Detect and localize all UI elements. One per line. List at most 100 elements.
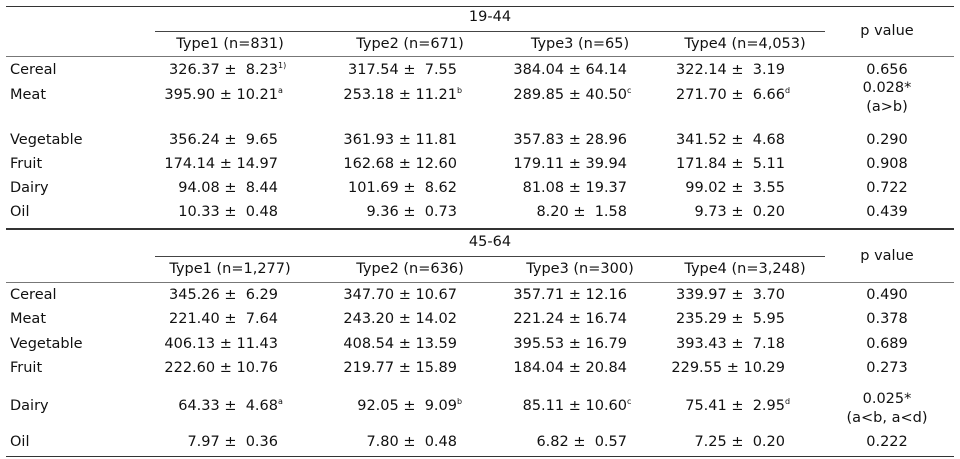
mean-se-value: 243.20 ± 14.02 [307,311,467,328]
value-text: 339.97 ± 3.70 [676,287,785,303]
value-text: 289.85 ± 40.50 [513,87,627,103]
value-text: 361.93 ± 11.81 [343,132,457,148]
value-text: 357.71 ± 12.16 [513,287,627,303]
value-text: 322.14 ± 3.19 [676,62,785,78]
mean-se-value: 408.54 ± 13.59 [307,336,467,353]
row-label: Oil [10,434,30,450]
value-text: 85.11 ± 10.60 [522,398,627,414]
value-text: 395.90 ± 10.21 [164,87,278,103]
value-text: 7.97 ± 0.36 [187,434,278,450]
row-label: Meat [10,311,47,327]
mean-se-value: 75.41 ± 2.95d [685,397,791,415]
mean-se-value: 9.36 ± 0.73 [307,204,467,221]
value-text: 384.04 ± 64.14 [513,62,627,78]
mean-se-value: 7.80 ± 0.48 [307,434,467,451]
mean-se-value: 395.90 ± 10.21a [164,86,283,104]
type-column-header: Type3 (n=65) [530,36,630,52]
value-text: 222.60 ± 10.76 [164,360,278,376]
value-text: 229.55 ± 10.29 [671,360,785,376]
value-text: 171.84 ± 5.11 [676,156,785,172]
p-value: 0.378 [866,311,908,327]
mean-se-value: 85.11 ± 10.60c [522,397,632,415]
value-text: 408.54 ± 13.59 [343,336,457,352]
section-top-rule [6,6,954,7]
value-text: 9.36 ± 0.73 [366,204,457,220]
row-label: Cereal [10,62,57,78]
mean-se-value: 271.70 ± 6.66d [676,86,791,104]
value-text: 64.33 ± 4.68 [178,398,278,414]
mean-se-value: 162.68 ± 12.60 [307,156,467,173]
mean-se-value: 357.83 ± 28.96 [477,132,637,149]
p-value: 0.908 [866,156,908,172]
value-text: 75.41 ± 2.95 [685,398,785,414]
mean-se-value: 317.54 ± 7.55 [307,62,467,79]
p-value: 0.689 [866,336,908,352]
row-label: Dairy [10,398,49,414]
p-value: 0.222 [866,434,908,450]
mean-se-value: 229.55 ± 10.29 [635,360,795,377]
mean-se-value: 7.97 ± 0.36 [128,434,288,451]
mean-se-value: 357.71 ± 12.16 [477,287,637,304]
p-value: 0.028* [862,80,912,96]
value-text: 357.83 ± 28.96 [513,132,627,148]
header-rule [6,56,954,57]
age-group-underline [155,31,825,32]
mean-se-value: 393.43 ± 7.18 [635,336,795,353]
mean-se-value: 10.33 ± 0.48 [128,204,288,221]
p-value: 0.025* [862,391,912,407]
mean-se-value: 395.53 ± 16.79 [477,336,637,353]
mean-se-value: 184.04 ± 20.84 [477,360,637,377]
section-bottom-rule [6,228,954,229]
row-label: Oil [10,204,30,220]
mean-se-value: 171.84 ± 5.11 [635,156,795,173]
value-text: 94.08 ± 8.44 [178,180,278,196]
value-text: 162.68 ± 12.60 [343,156,457,172]
value-text: 326.37 ± 8.23 [169,62,278,78]
value-text: 317.54 ± 7.55 [348,62,457,78]
mean-se-value: 7.25 ± 0.20 [635,434,795,451]
row-label: Cereal [10,287,57,303]
value-text: 341.52 ± 4.68 [676,132,785,148]
mean-se-value: 406.13 ± 11.43 [128,336,288,353]
p-value: 0.490 [866,287,908,303]
age-group-underline [155,256,825,257]
value-text: 253.18 ± 11.21 [343,87,457,103]
mean-se-value: 253.18 ± 11.21b [343,86,463,104]
p-value-comparison: (a<b, a<d) [846,410,928,426]
value-text: 393.43 ± 7.18 [676,336,785,352]
value-text: 179.11 ± 39.94 [513,156,627,172]
p-value-header: p value [860,23,914,39]
mean-se-value: 326.37 ± 8.231) [169,61,287,79]
mean-se-value: 341.52 ± 4.68 [635,132,795,149]
value-text: 101.69 ± 8.62 [348,180,457,196]
mean-se-value: 345.26 ± 6.29 [128,287,288,304]
value-text: 7.80 ± 0.48 [366,434,457,450]
mean-se-value: 219.77 ± 15.89 [307,360,467,377]
age-group-header: 19-44 [468,9,512,25]
value-text: 347.70 ± 10.67 [343,287,457,303]
value-text: 221.24 ± 16.74 [513,311,627,327]
mean-se-value: 235.29 ± 5.95 [635,311,795,328]
mean-se-value: 322.14 ± 3.19 [635,62,795,79]
value-text: 184.04 ± 20.84 [513,360,627,376]
type-column-header: Type4 (n=3,248) [684,261,806,277]
value-text: 243.20 ± 14.02 [343,311,457,327]
value-text: 271.70 ± 6.66 [676,87,785,103]
value-text: 99.02 ± 3.55 [685,180,785,196]
section-bottom-rule [6,456,954,457]
mean-se-value: 179.11 ± 39.94 [477,156,637,173]
p-value: 0.273 [866,360,908,376]
mean-se-value: 222.60 ± 10.76 [128,360,288,377]
p-value: 0.290 [866,132,908,148]
row-label: Vegetable [10,132,83,148]
type-column-header: Type1 (n=831) [176,36,284,52]
mean-se-value: 339.97 ± 3.70 [635,287,795,304]
age-group-header: 45-64 [468,234,512,250]
row-label: Fruit [10,360,43,376]
row-label: Vegetable [10,336,83,352]
value-text: 406.13 ± 11.43 [164,336,278,352]
mean-se-value: 64.33 ± 4.68a [178,397,283,415]
value-text: 7.25 ± 0.20 [694,434,785,450]
mean-se-value: 101.69 ± 8.62 [307,180,467,197]
value-text: 345.26 ± 6.29 [169,287,278,303]
